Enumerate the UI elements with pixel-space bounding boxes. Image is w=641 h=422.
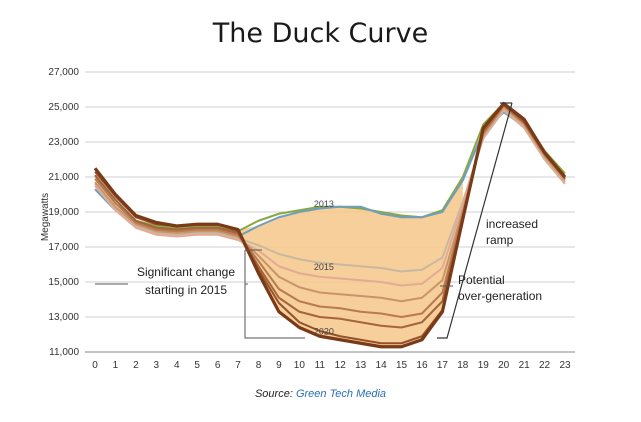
y-tick-label: 21,000 xyxy=(48,172,79,183)
x-tick-label: 1 xyxy=(113,360,119,371)
annotation-significant-change: Significant change xyxy=(137,265,235,279)
annotation-increased-ramp: increased xyxy=(486,217,538,231)
x-tick-label: 18 xyxy=(457,360,469,371)
annotation-bracket xyxy=(244,249,305,339)
annotations: 2013 2015 2020 Significant change starting i… xyxy=(95,102,542,339)
y-tick-label: 17,000 xyxy=(48,242,79,253)
x-tick-label: 15 xyxy=(396,360,408,371)
y-tick-label: 25,000 xyxy=(48,102,79,113)
series-label-2015: 2015 xyxy=(314,262,334,272)
x-tick-label: 14 xyxy=(376,360,388,371)
x-tick-label: 16 xyxy=(416,360,428,371)
x-tick-label: 17 xyxy=(437,360,449,371)
source-line: Source: Green Tech Media xyxy=(0,388,641,400)
series-line-2015 xyxy=(94,107,566,287)
x-tick-label: 11 xyxy=(315,360,326,371)
x-tick-label: 3 xyxy=(154,360,160,371)
series-line-2020 xyxy=(93,101,567,349)
overgen-fill xyxy=(238,180,463,347)
annotation-potential: over-generation xyxy=(458,289,542,303)
x-tick-label: 7 xyxy=(235,360,241,371)
series-line-2016 xyxy=(94,106,566,303)
x-tick-label: 19 xyxy=(478,360,490,371)
source-prefix: Source: xyxy=(254,388,296,400)
x-tick-label: 9 xyxy=(276,360,282,371)
chart-title: The Duck Curve xyxy=(212,18,429,49)
x-tick-label: 4 xyxy=(174,360,180,371)
series-label-2013: 2013 xyxy=(314,199,334,209)
axes: 11,000 13,000 15,000 17,000 19,000 21,000 23,0… xyxy=(48,67,575,371)
x-tick-label: 23 xyxy=(559,360,571,371)
overgen-area xyxy=(238,180,463,347)
x-tick-label: 22 xyxy=(539,360,551,371)
x-tick-label: 12 xyxy=(335,360,347,371)
series-line-2018 xyxy=(94,104,566,329)
x-tick-label: 20 xyxy=(498,360,510,371)
x-tick-label: 2 xyxy=(133,360,139,371)
y-axis-label: Megawatts xyxy=(40,193,51,241)
x-tick-label: 0 xyxy=(92,360,98,371)
annotation-increased-ramp: ramp xyxy=(486,233,514,247)
x-tick-label: 8 xyxy=(256,360,262,371)
x-tick-label: 21 xyxy=(519,360,531,371)
y-tick-label: 27,000 xyxy=(48,67,79,78)
y-tick-label: 15,000 xyxy=(48,277,79,288)
source-link[interactable]: Green Tech Media xyxy=(295,388,387,400)
x-tick-label: 5 xyxy=(194,360,200,371)
annotation-significant-change: starting in 2015 xyxy=(145,283,227,297)
x-tick-label: 13 xyxy=(355,360,367,371)
x-tick-label: 10 xyxy=(294,360,306,371)
series-line-2014 xyxy=(94,109,566,273)
x-tick-label: 6 xyxy=(215,360,221,371)
y-tick-label: 11,000 xyxy=(49,347,79,358)
series-lines xyxy=(93,101,567,349)
y-tick-label: 13,000 xyxy=(48,312,79,323)
annotation-potential: Potential xyxy=(458,273,505,287)
series-label-2020: 2020 xyxy=(314,327,334,337)
y-tick-label: 23,000 xyxy=(48,137,79,148)
y-tick-label: 19,000 xyxy=(48,207,79,218)
ramp-arrow xyxy=(437,102,513,339)
